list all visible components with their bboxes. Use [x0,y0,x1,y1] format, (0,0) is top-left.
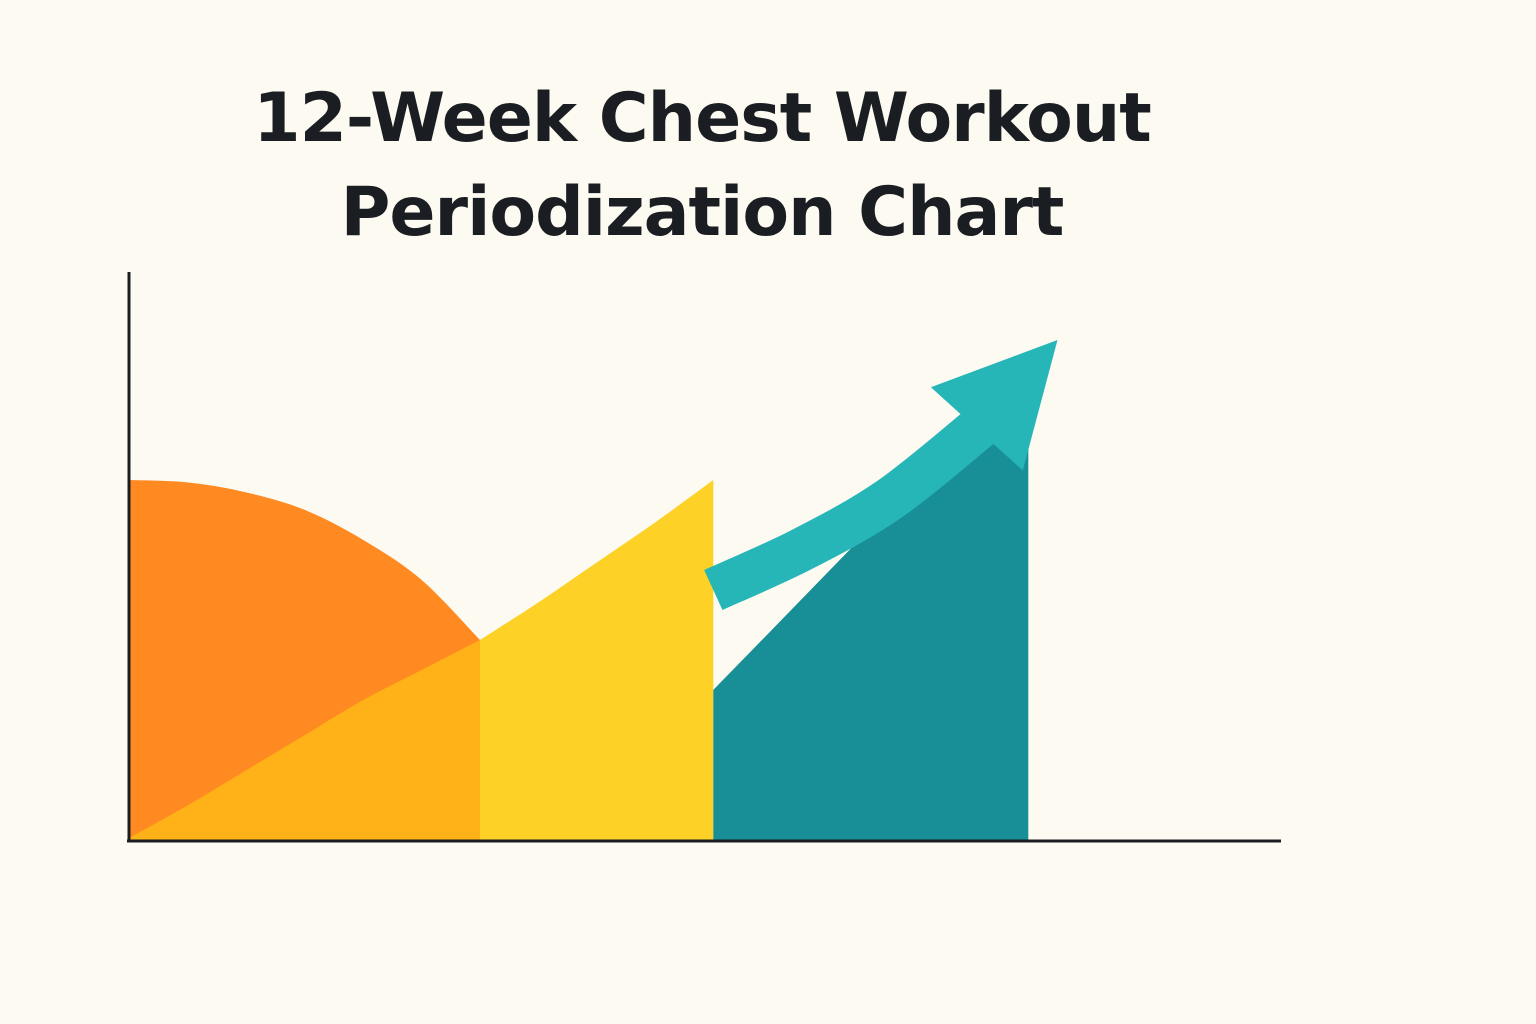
chart-title-line-1: 12-Week Chest Workout [253,79,1151,158]
phase-areas [130,385,1029,840]
chart-title: 12-Week Chest Workout Periodization Char… [0,72,1404,260]
trend-arrow-head [930,340,1058,471]
chart-title-line-2: Periodization Chart [340,173,1065,252]
axes [127,272,1281,843]
phase-area-3 [480,480,714,840]
phase-area-2 [130,640,480,840]
trend-arrow-group [704,340,1058,611]
phase-area-4 [713,385,1029,840]
